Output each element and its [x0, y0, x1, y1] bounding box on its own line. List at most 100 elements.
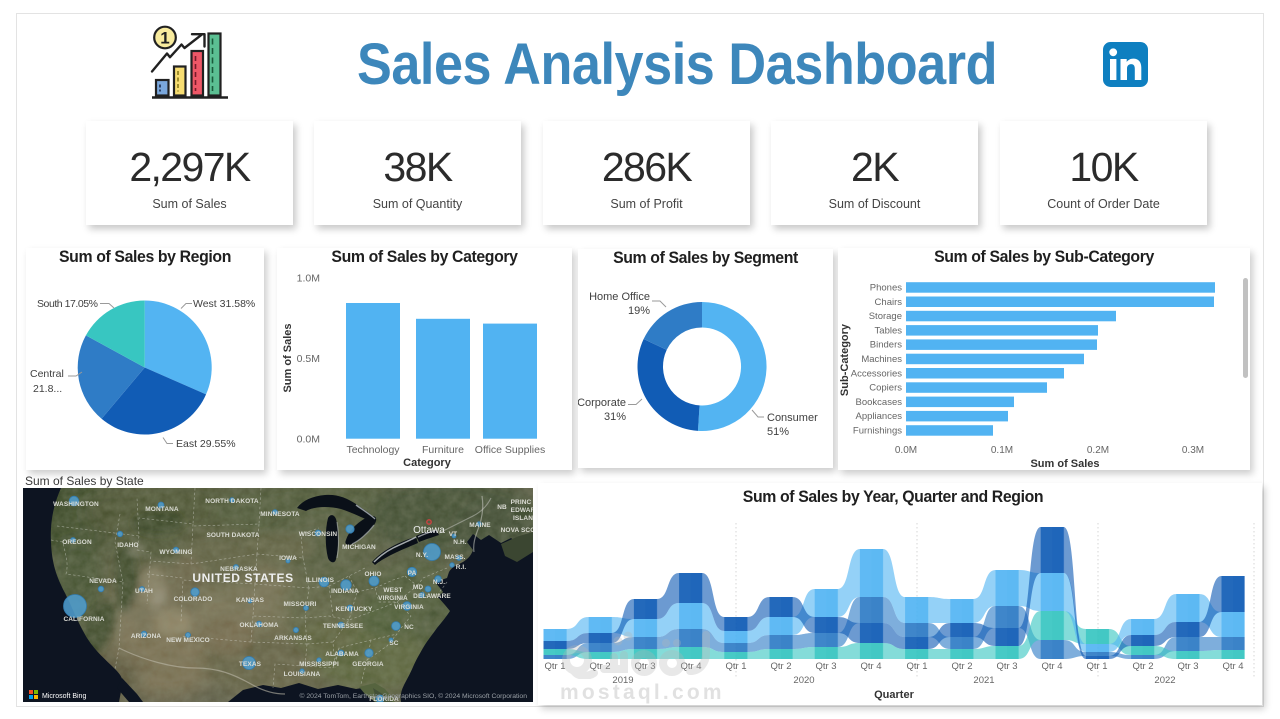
svg-text:Qtr 1: Qtr 1	[906, 661, 927, 672]
svg-text:NOVA SCO: NOVA SCO	[501, 527, 533, 534]
svg-text:Tables: Tables	[875, 325, 903, 336]
svg-text:Appliances: Appliances	[856, 411, 903, 422]
svg-text:Qtr 4: Qtr 4	[680, 661, 701, 672]
svg-text:TEXAS: TEXAS	[239, 661, 262, 668]
svg-text:UNITED STATES: UNITED STATES	[192, 571, 293, 585]
svg-text:KENTUCKY: KENTUCKY	[336, 606, 373, 613]
svg-text:Qtr 3: Qtr 3	[1177, 661, 1198, 672]
svg-text:Qtr 3: Qtr 3	[815, 661, 836, 672]
svg-text:2021: 2021	[973, 675, 994, 686]
svg-text:2022: 2022	[1154, 675, 1175, 686]
svg-text:Sub-Category: Sub-Category	[839, 323, 851, 396]
svg-text:PRINC: PRINC	[511, 499, 532, 506]
svg-text:Corporate: Corporate	[578, 397, 626, 409]
svg-text:0.3M: 0.3M	[1182, 445, 1204, 456]
svg-text:Qtr 4: Qtr 4	[1222, 661, 1243, 672]
svg-text:IOWA: IOWA	[279, 555, 297, 562]
svg-text:Qtr 1: Qtr 1	[544, 661, 565, 672]
svg-text:Qtr 3: Qtr 3	[634, 661, 655, 672]
svg-text:South 17.05%: South 17.05%	[37, 298, 98, 310]
svg-text:VT: VT	[449, 531, 458, 538]
svg-text:1.0M: 1.0M	[297, 273, 320, 285]
svg-text:0.0M: 0.0M	[297, 434, 320, 446]
svg-text:Qtr 2: Qtr 2	[1132, 661, 1153, 672]
svg-text:2020: 2020	[793, 675, 814, 686]
svg-text:SC: SC	[389, 640, 398, 647]
svg-text:VIRGINIA: VIRGINIA	[378, 595, 408, 602]
svg-text:NB: NB	[497, 504, 507, 511]
svg-text:Central: Central	[30, 368, 64, 380]
svg-text:TENNESSEE: TENNESSEE	[323, 623, 364, 630]
svg-text:SOUTH DAKOTA: SOUTH DAKOTA	[206, 532, 259, 539]
svg-text:21.8...: 21.8...	[33, 383, 62, 395]
svg-text:Qtr 2: Qtr 2	[951, 661, 972, 672]
svg-text:Furnishings: Furnishings	[853, 426, 902, 437]
svg-text:0.1M: 0.1M	[991, 445, 1013, 456]
svg-text:Qtr 4: Qtr 4	[1041, 661, 1062, 672]
svg-text:Qtr 1: Qtr 1	[725, 661, 746, 672]
svg-text:WASHINGTON: WASHINGTON	[53, 501, 99, 508]
svg-text:Ottawa: Ottawa	[413, 525, 445, 536]
svg-text:Sum of Sales: Sum of Sales	[282, 323, 294, 392]
svg-text:Qtr 2: Qtr 2	[770, 661, 791, 672]
svg-text:OHIO: OHIO	[364, 571, 381, 578]
svg-text:FLORIDA: FLORIDA	[369, 696, 399, 702]
svg-text:51%: 51%	[767, 426, 789, 438]
svg-text:ALABAMA: ALABAMA	[325, 651, 359, 658]
svg-text:0.5M: 0.5M	[297, 353, 320, 365]
svg-text:PA: PA	[408, 570, 417, 577]
svg-text:VIRGINIA: VIRGINIA	[394, 604, 424, 611]
svg-text:Office Supplies: Office Supplies	[475, 444, 545, 456]
svg-text:KANSAS: KANSAS	[236, 597, 265, 604]
svg-text:INDIANA: INDIANA	[331, 588, 359, 595]
svg-text:MASS.: MASS.	[444, 554, 465, 561]
svg-text:West 31.58%: West 31.58%	[193, 298, 255, 310]
svg-text:Machines: Machines	[861, 354, 902, 365]
svg-text:1: 1	[160, 29, 169, 48]
svg-text:Storage: Storage	[869, 311, 902, 322]
svg-text:ILLINOIS: ILLINOIS	[306, 577, 335, 584]
svg-text:Furniture: Furniture	[422, 444, 464, 456]
svg-text:WYOMING: WYOMING	[159, 549, 192, 556]
svg-text:2019: 2019	[612, 675, 633, 686]
svg-text:OKLAHOMA: OKLAHOMA	[239, 622, 278, 629]
svg-text:EDWAR: EDWAR	[511, 507, 533, 514]
svg-text:N.H.: N.H.	[453, 539, 466, 546]
svg-text:Bookcases: Bookcases	[856, 397, 903, 408]
svg-text:MONTANA: MONTANA	[145, 506, 179, 513]
svg-text:GEORGIA: GEORGIA	[352, 661, 384, 668]
svg-text:Phones: Phones	[870, 283, 902, 294]
svg-text:N.J.: N.J.	[433, 579, 445, 586]
svg-text:MISSISSIPPI: MISSISSIPPI	[299, 661, 339, 668]
svg-text:N.Y.: N.Y.	[416, 552, 428, 559]
svg-text:Qtr 1: Qtr 1	[1086, 661, 1107, 672]
svg-text:Accessories: Accessories	[851, 368, 902, 379]
svg-text:0.0M: 0.0M	[895, 445, 917, 456]
svg-text:R.I.: R.I.	[456, 564, 467, 571]
svg-text:MINNESOTA: MINNESOTA	[260, 511, 300, 518]
svg-text:NORTH DAKOTA: NORTH DAKOTA	[205, 498, 259, 505]
svg-text:UTAH: UTAH	[135, 588, 153, 595]
svg-text:IDAHO: IDAHO	[117, 542, 138, 549]
svg-text:31%: 31%	[604, 411, 626, 423]
svg-text:Binders: Binders	[870, 340, 902, 351]
svg-text:ISLAN: ISLAN	[513, 515, 533, 522]
svg-text:MD: MD	[413, 584, 424, 591]
svg-text:DELAWARE: DELAWARE	[413, 593, 451, 600]
svg-text:MICHIGAN: MICHIGAN	[342, 544, 376, 551]
svg-text:Chairs: Chairs	[875, 297, 903, 308]
svg-text:NEBRASKA: NEBRASKA	[220, 566, 258, 573]
svg-text:NEVADA: NEVADA	[89, 578, 117, 585]
svg-text:WEST: WEST	[383, 587, 402, 594]
svg-text:ARIZONA: ARIZONA	[131, 633, 162, 640]
svg-text:MISSOURI: MISSOURI	[284, 601, 317, 608]
svg-text:Consumer: Consumer	[767, 412, 818, 424]
svg-text:COLORADO: COLORADO	[174, 596, 213, 603]
svg-text:Qtr 2: Qtr 2	[589, 661, 610, 672]
svg-text:LOUISIANA: LOUISIANA	[284, 671, 321, 678]
svg-text:CALIFORNIA: CALIFORNIA	[63, 616, 104, 623]
svg-text:WISCONSIN: WISCONSIN	[299, 531, 338, 538]
svg-text:MAINE: MAINE	[469, 522, 491, 529]
svg-text:NEW MEXICO: NEW MEXICO	[166, 637, 210, 644]
svg-text:Quarter: Quarter	[874, 689, 914, 701]
